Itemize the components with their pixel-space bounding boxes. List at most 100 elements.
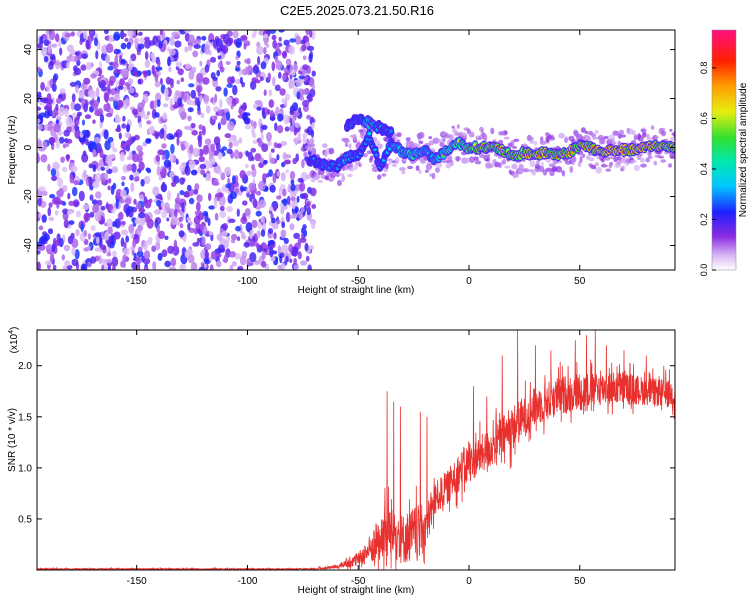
noise-blob	[112, 264, 116, 270]
noise-blob	[300, 207, 305, 213]
ridge-halo	[431, 172, 436, 180]
noise-blob	[125, 209, 132, 216]
ridge-halo	[513, 138, 520, 142]
noise-blob	[141, 70, 149, 75]
noise-blob	[291, 69, 296, 76]
noise-blob	[181, 202, 185, 213]
noise-blob	[188, 34, 195, 45]
noise-blob	[87, 233, 92, 240]
noise-blob	[37, 261, 41, 270]
noise-blob	[196, 194, 203, 203]
noise-blob	[84, 114, 92, 120]
ridge-halo	[348, 167, 355, 172]
noise-blob	[144, 213, 149, 220]
noise-blob	[202, 125, 206, 136]
ridge-halo	[669, 128, 673, 132]
noise-blob	[262, 159, 268, 165]
noise-blob	[305, 30, 311, 36]
noise-blob	[136, 51, 141, 56]
noise-blob	[92, 119, 96, 124]
noise-blob	[285, 169, 290, 174]
ridge-halo	[388, 161, 392, 165]
noise-blob	[271, 217, 276, 224]
noise-blob	[221, 146, 228, 151]
noise-blob	[114, 218, 121, 229]
noise-blob	[184, 32, 190, 42]
ridge-halo	[594, 130, 599, 134]
noise-blob	[79, 133, 84, 139]
ridge-halo	[369, 157, 373, 163]
noise-blob	[106, 43, 114, 54]
noise-blob	[183, 191, 190, 198]
noise-blob	[276, 195, 282, 200]
noise-blob	[188, 197, 195, 205]
noise-blob	[246, 58, 251, 65]
noise-blob	[261, 260, 267, 268]
noise-blob	[124, 132, 131, 139]
noise-blob	[135, 202, 141, 210]
noise-blob	[116, 99, 124, 108]
noise-blob	[108, 34, 114, 43]
noise-blob	[108, 96, 116, 102]
colorbar-tick-label: 0.0	[699, 264, 709, 277]
ridge-halo	[603, 135, 609, 140]
noise-blob	[83, 30, 88, 40]
noise-blob	[52, 75, 57, 84]
noise-blob	[294, 137, 299, 145]
noise-blob	[38, 112, 47, 118]
noise-blob	[225, 61, 231, 65]
ridge-halo	[394, 157, 400, 165]
noise-blob	[127, 78, 134, 85]
noise-blob	[179, 177, 185, 185]
noise-blob	[43, 55, 49, 63]
noise-blob	[159, 77, 163, 86]
noise-blob	[137, 43, 145, 50]
ridge-halo	[462, 132, 468, 139]
noise-blob	[225, 183, 232, 189]
noise-blob	[49, 30, 56, 41]
noise-blob	[242, 111, 248, 122]
noise-blob	[126, 156, 132, 161]
noise-blob	[249, 252, 257, 263]
ridge-halo	[645, 157, 651, 163]
noise-blob	[108, 80, 114, 86]
ridge-halo	[425, 169, 429, 173]
noise-blob	[103, 104, 107, 112]
ridge-halo	[328, 147, 335, 155]
noise-blob	[222, 33, 230, 44]
noise-blob	[204, 173, 212, 182]
noise-blob	[201, 236, 206, 246]
noise-blob	[90, 73, 97, 79]
noise-blob	[37, 106, 42, 111]
ridge-halo	[650, 125, 655, 130]
noise-blob	[300, 260, 307, 266]
noise-blob	[304, 242, 309, 252]
noise-blob	[154, 209, 159, 215]
noise-blob	[138, 121, 143, 128]
noise-blob	[208, 231, 214, 236]
noise-blob	[227, 121, 235, 131]
ridge-halo	[487, 153, 491, 160]
noise-blob	[232, 84, 238, 96]
noise-blob	[45, 244, 53, 249]
noise-blob	[198, 266, 204, 270]
ridge-halo	[504, 130, 508, 135]
noise-blob	[306, 126, 314, 136]
ridge-halo	[588, 157, 595, 162]
noise-blob	[228, 218, 236, 223]
noise-blob	[127, 64, 133, 71]
noise-blob	[306, 114, 312, 120]
noise-blob	[217, 109, 223, 116]
ridge-halo	[617, 160, 622, 165]
noise-blob	[62, 265, 67, 270]
noise-blob	[166, 190, 172, 201]
noise-blob	[187, 107, 194, 113]
noise-blob	[267, 108, 271, 115]
noise-blob	[143, 175, 151, 185]
noise-blob	[254, 100, 262, 105]
noise-blob	[113, 31, 121, 41]
noise-blob	[163, 159, 172, 168]
noise-blob	[261, 107, 266, 118]
noise-blob	[205, 105, 211, 114]
noise-blob	[189, 144, 194, 154]
